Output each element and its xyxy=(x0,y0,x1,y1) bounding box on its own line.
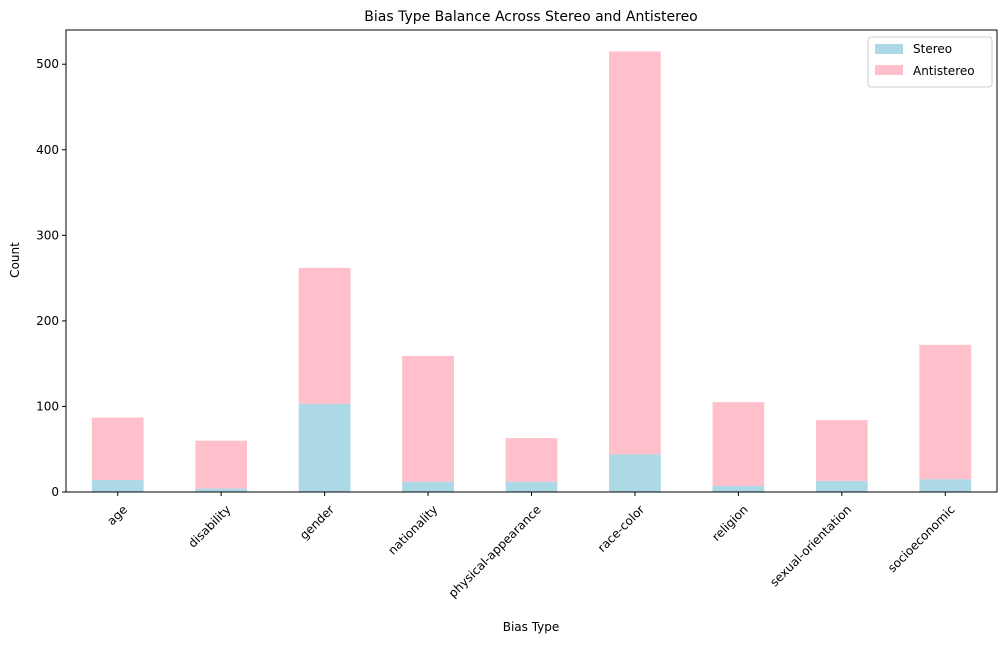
x-tick-label-age: age xyxy=(104,502,130,528)
x-tick-label-nationality: nationality xyxy=(385,502,440,557)
x-tick-label-physical-appearance: physical-appearance xyxy=(446,502,544,600)
axes: age disability gender nationality physical-a… xyxy=(36,29,998,601)
legend-label-antistereo: Antistereo xyxy=(913,64,975,78)
bar-antistereo-age xyxy=(91,417,144,481)
y-tick-label-400: 400 xyxy=(36,143,59,157)
x-tick-label-sexual-orientation: sexual-orientation xyxy=(767,502,854,589)
bar-stereo-age xyxy=(91,480,144,492)
bar-antistereo-race-color xyxy=(609,51,661,455)
bar-stereo-physical-appearance xyxy=(505,481,558,492)
x-tick-label-disability: disability xyxy=(185,502,233,550)
legend-swatch-antistereo xyxy=(875,65,903,75)
bar-stereo-gender xyxy=(298,403,351,492)
bar-antistereo-socioeconomic xyxy=(919,344,972,480)
y-tick-label-500: 500 xyxy=(36,57,59,71)
bar-stereo-socioeconomic xyxy=(919,479,972,492)
plot-frame xyxy=(65,29,998,493)
y-tick-label-200: 200 xyxy=(36,314,59,328)
y-tick-label-300: 300 xyxy=(36,228,59,242)
x-tick-label-race-color: race-color xyxy=(595,502,647,554)
bar-antistereo-religion xyxy=(712,402,765,487)
bar-antistereo-sexual-orientation xyxy=(815,420,868,481)
bar-antistereo-disability xyxy=(195,440,248,489)
plot-area xyxy=(91,51,972,492)
bar-stereo-religion xyxy=(712,486,765,492)
x-axis-label: Bias Type xyxy=(503,620,560,634)
bar-antistereo-nationality xyxy=(402,355,454,482)
y-tick-label-0: 0 xyxy=(51,485,59,499)
x-tick-label-religion: religion xyxy=(709,502,750,543)
x-tick-label-socioeconomic: socioeconomic xyxy=(885,502,958,575)
bar-stereo-disability xyxy=(195,488,248,492)
y-tick-label-100: 100 xyxy=(36,399,59,413)
y-axis-label: Count xyxy=(8,242,22,278)
x-tick-label-gender: gender xyxy=(297,502,337,542)
legend: Stereo Antistereo xyxy=(867,36,993,88)
legend-swatch-stereo xyxy=(875,44,903,54)
bar-antistereo-physical-appearance xyxy=(505,438,558,482)
bar-antistereo-gender xyxy=(298,267,351,404)
bar-stereo-race-color xyxy=(609,454,661,492)
chart-title: Bias Type Balance Across Stereo and Anti… xyxy=(364,9,698,25)
bar-stereo-nationality xyxy=(402,481,454,492)
bar-stereo-sexual-orientation xyxy=(815,480,868,492)
legend-label-stereo: Stereo xyxy=(913,42,952,56)
